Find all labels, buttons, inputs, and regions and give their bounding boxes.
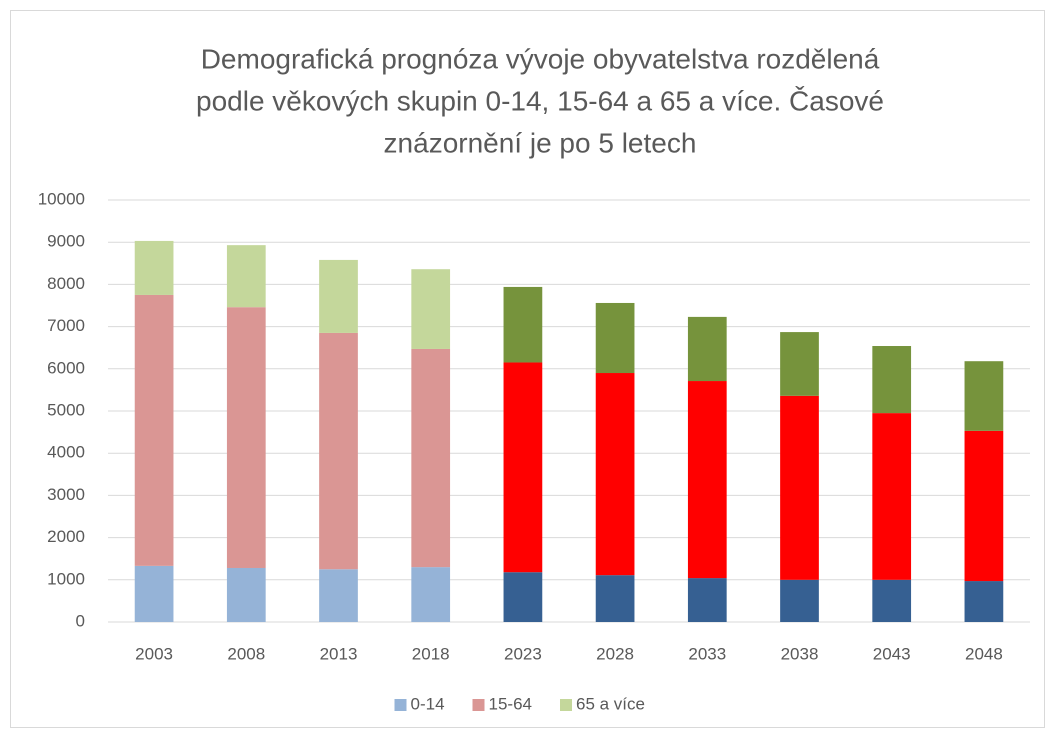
bar-segment: [411, 348, 451, 568]
bar-segment: [595, 373, 635, 576]
legend-swatch: [560, 699, 572, 711]
bar-segment: [780, 332, 819, 396]
legend-swatch: [394, 699, 407, 711]
bar-segment: [872, 413, 912, 580]
y-tick-label: 4000: [47, 443, 85, 462]
x-tick-label: 2003: [135, 644, 173, 663]
bar-segment: [411, 567, 451, 622]
y-tick-label: 1000: [47, 569, 85, 588]
y-tick-label: 7000: [47, 316, 85, 335]
bar-segment: [503, 362, 543, 573]
bar-segment: [503, 286, 543, 363]
bar-segment: [687, 316, 727, 382]
bar-segment: [872, 579, 912, 622]
y-tick-label: 10000: [38, 189, 85, 208]
chart-title: Demografická prognóza vývoje obyvatelstv…: [201, 43, 880, 74]
bar-segment: [503, 572, 543, 622]
bar-segment: [687, 578, 727, 622]
x-tick-label: 2048: [965, 644, 1003, 663]
bar-segment: [687, 381, 727, 579]
y-tick-label: 0: [76, 611, 85, 630]
chart-title: znázornění je po 5 letech: [384, 127, 697, 158]
bar-segment: [964, 581, 1004, 622]
x-tick-label: 2008: [227, 644, 265, 663]
y-tick-label: 3000: [47, 485, 85, 504]
x-tick-label: 2023: [504, 644, 542, 663]
bar-segment: [319, 332, 358, 570]
bar-segment: [226, 567, 266, 622]
bar-segment: [134, 240, 174, 295]
bar-segment: [964, 430, 1004, 582]
bar-segment: [319, 259, 358, 333]
bar-segment: [872, 346, 912, 414]
bar-segment: [780, 579, 819, 622]
bar-segment: [411, 269, 451, 349]
x-tick-label: 2038: [781, 644, 819, 663]
y-tick-label: 8000: [47, 274, 85, 293]
bar-segment: [780, 395, 819, 580]
y-tick-label: 6000: [47, 358, 85, 377]
y-tick-label: 9000: [47, 232, 85, 251]
bar-segment: [226, 245, 266, 308]
legend-label: 15-64: [489, 694, 532, 713]
x-tick-label: 2028: [596, 644, 634, 663]
bar-segment: [319, 569, 358, 622]
bar-segment: [226, 307, 266, 568]
bar-segment: [964, 361, 1004, 431]
bar-segment: [134, 294, 174, 566]
bar-segment: [134, 565, 174, 622]
y-tick-label: 5000: [47, 400, 85, 419]
x-tick-label: 2018: [412, 644, 450, 663]
x-tick-label: 2013: [320, 644, 358, 663]
legend-swatch: [472, 699, 485, 711]
chart-title: podle věkových skupin 0-14, 15-64 a 65 a…: [196, 85, 884, 116]
y-tick-label: 2000: [47, 527, 85, 546]
bar-segment: [595, 575, 635, 622]
x-tick-label: 2043: [873, 644, 911, 663]
x-tick-label: 2033: [688, 644, 726, 663]
bar-segment: [595, 302, 635, 374]
legend-label: 0-14: [411, 694, 445, 713]
legend-label: 65 a více: [576, 694, 645, 713]
